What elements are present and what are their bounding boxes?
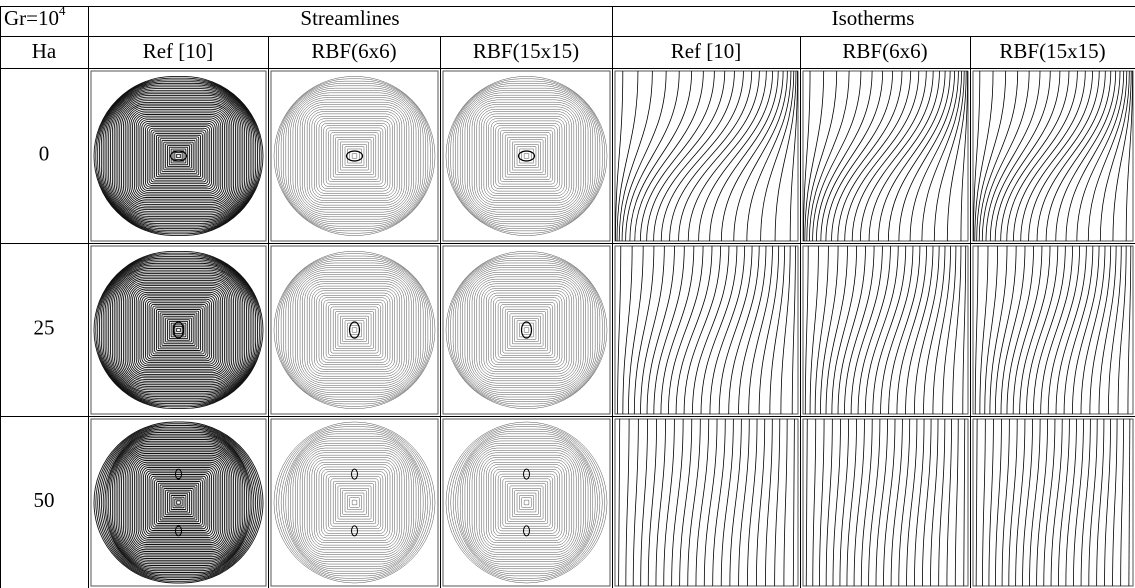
plot-frame — [91, 246, 266, 414]
plot-frame — [803, 419, 968, 586]
streamline-plot — [271, 246, 438, 414]
plot-frame — [443, 419, 610, 586]
column-header: RBF(15x15) — [999, 39, 1105, 63]
plot-frame — [615, 71, 798, 241]
streamline-plot — [91, 419, 266, 586]
ha-value: 50 — [34, 488, 55, 512]
streamline-plot — [271, 71, 438, 241]
group-header: Streamlines — [300, 6, 399, 30]
corner-text: Gr=10 — [4, 6, 59, 30]
plot-frame — [443, 71, 610, 241]
column-header: RBF(15x15) — [473, 39, 579, 63]
streamline-plot — [443, 246, 610, 414]
group-header: Isotherms — [832, 6, 915, 30]
plot-frame — [803, 71, 968, 241]
corner-sup: 4 — [59, 3, 66, 18]
streamline-plot — [443, 71, 610, 241]
isotherm-plot — [615, 246, 798, 414]
isotherm-plot — [973, 419, 1133, 586]
isotherm-plot — [615, 71, 798, 241]
column-header: RBF(6x6) — [842, 39, 927, 63]
column-header: Ref [10] — [143, 39, 214, 63]
plot-frame — [91, 71, 266, 241]
streamline-plot — [443, 419, 610, 586]
column-header: Ref [10] — [671, 39, 742, 63]
plot-frame — [271, 246, 438, 414]
figure-table: Gr=104 Streamlines Isotherms Ha Ref [10] R… — [0, 0, 1135, 588]
plot-frame — [271, 419, 438, 586]
streamline-plot — [271, 419, 438, 586]
column-header: Ha — [32, 39, 57, 63]
corner-label: Gr=104 — [4, 3, 66, 30]
plot-frame — [271, 71, 438, 241]
streamline-plot — [91, 246, 266, 414]
isotherm-plot — [803, 246, 968, 414]
plot-frame — [973, 71, 1133, 241]
isotherm-plot — [803, 419, 968, 586]
ha-value: 25 — [34, 315, 55, 339]
ha-value: 0 — [39, 141, 50, 165]
plot-frame — [973, 419, 1133, 586]
column-header: RBF(6x6) — [311, 39, 396, 63]
isotherm-plot — [973, 71, 1133, 241]
plot-frame — [443, 246, 610, 414]
streamline-plot — [91, 71, 266, 241]
plot-frame — [91, 419, 266, 586]
plot-frame — [615, 419, 798, 586]
isotherm-plot — [973, 246, 1133, 414]
isotherm-plot — [803, 71, 968, 241]
isotherm-plot — [615, 419, 798, 586]
